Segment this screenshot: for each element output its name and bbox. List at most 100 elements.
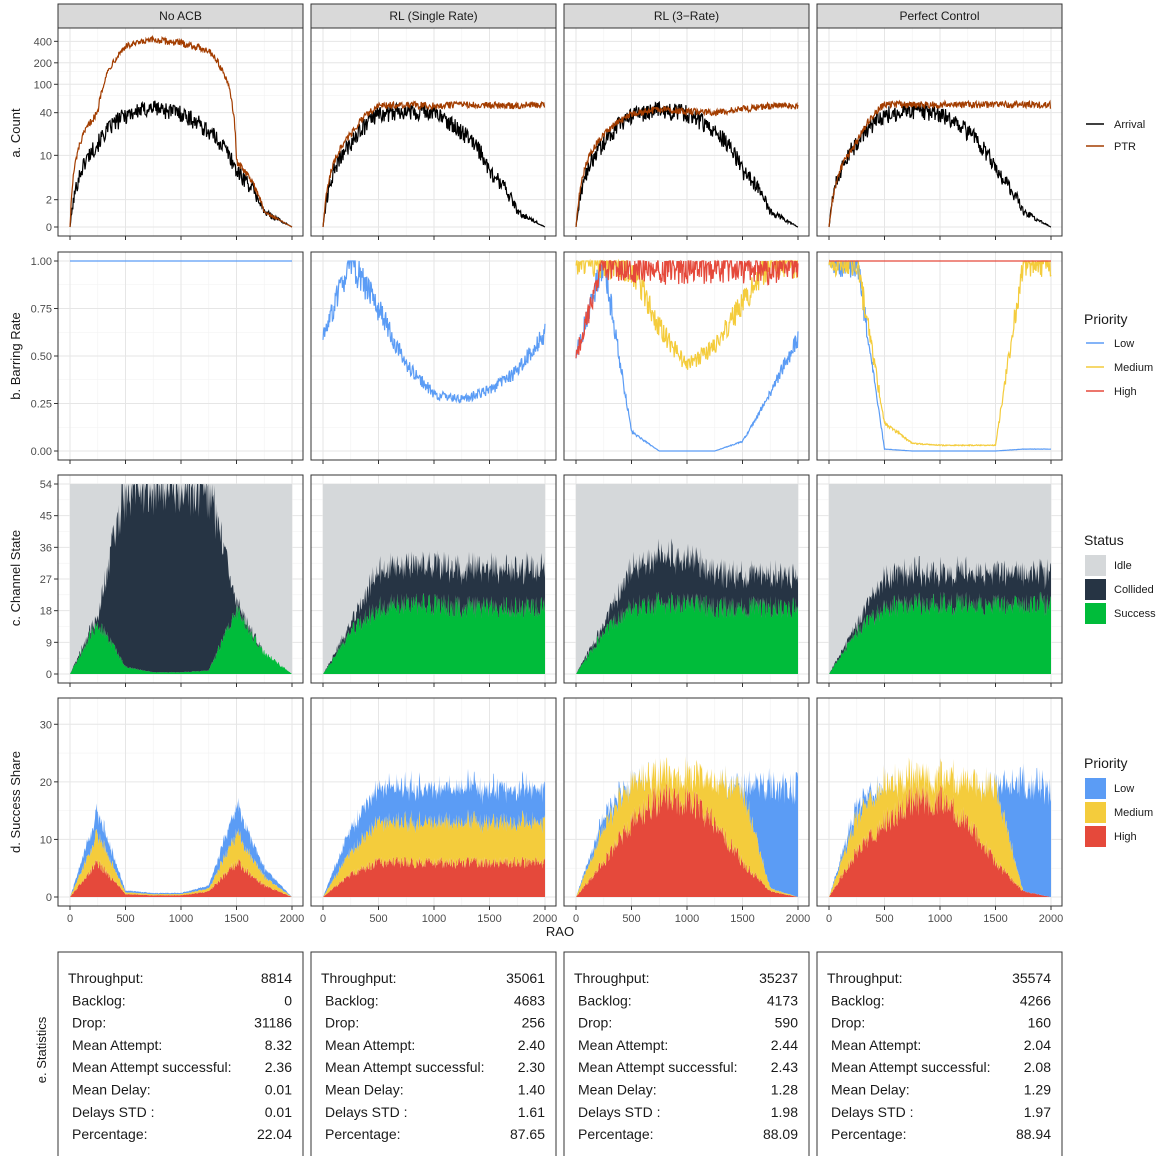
legend-label: Low [1114,783,1134,795]
stat-label: Delays STD : [831,1104,913,1120]
stat-label: Delays STD : [72,1104,154,1120]
stat-label: Mean Attempt: [325,1037,415,1053]
x-tick-label: 500 [622,913,640,925]
x-tick-label: 1000 [169,913,193,925]
y-tick-label: 0 [46,669,52,681]
legend-label: Medium [1114,807,1153,819]
area-low [576,756,798,897]
stat-value: 8814 [261,970,292,986]
stat-label: Backlog: [72,992,126,1008]
stat-value: 2.08 [1024,1059,1051,1075]
axes: 0 500 1000 1500 2000 0 500 1000 1500 2000 0 500 1000… [31,36,1064,925]
area-medium [576,756,798,897]
legend-label: Medium [1114,362,1153,374]
facet-strips: No ACB RL (Single Rate) RL (3−Rate) Perfect… [57,3,1063,29]
y-tick-label: 0.75 [31,304,52,316]
area-low [323,768,545,897]
legend-key-medium [1085,802,1106,823]
area-collided [323,550,545,674]
y-tick-label: 2 [46,195,52,207]
stat-value: 1.98 [771,1104,798,1120]
stat-value: 2.04 [1024,1037,1051,1053]
stat-value: 2.43 [771,1059,798,1075]
legend-label: Success [1114,608,1156,620]
stat-label: Backlog: [325,992,379,1008]
statistics-box [563,951,810,1156]
barring-line-low [322,260,546,404]
stat-value: 1.40 [518,1082,545,1098]
stat-value: 160 [1028,1015,1052,1031]
y-tick-label: 20 [40,777,52,789]
x-tick-label: 2000 [280,913,304,925]
row-label-statistics: e. Statistics [34,1016,49,1083]
stat-label: Percentage: [578,1126,654,1142]
legend-key-low [1085,778,1106,799]
stat-value: 2.40 [518,1037,545,1053]
area-high [70,858,292,897]
legends: Arrival PTR Priority Low Medium High Status Idl… [1084,119,1156,847]
count-line-arrival [828,102,1052,228]
barring-line-low [575,260,799,452]
stat-label: Drop: [325,1015,359,1031]
stat-value: 0.01 [265,1082,292,1098]
stat-label: Percentage: [325,1126,401,1142]
stat-label: Percentage: [72,1126,148,1142]
statistics-box [816,951,1063,1156]
stat-label: Throughput: [574,970,650,986]
x-tick-label: 0 [573,913,579,925]
x-tick-label: 0 [320,913,326,925]
stat-value: 1.28 [771,1082,798,1098]
facet-strip [563,3,810,29]
stat-value: 22.04 [257,1126,292,1142]
area-high [576,782,798,897]
y-tick-label: 9 [46,637,52,649]
count-line-ptr [575,101,799,228]
area-success [576,591,798,674]
stat-value: 35237 [759,970,798,986]
data-layer [69,34,1052,897]
stat-label: Mean Delay: [578,1082,657,1098]
legend-key-idle [1085,555,1106,576]
x-tick-label: 2000 [533,913,557,925]
barring-line-medium [828,259,1052,447]
area-success [829,591,1051,674]
y-tick-label: 0.25 [31,399,52,411]
legend-key-collided [1085,579,1106,600]
stat-label: Drop: [72,1015,106,1031]
area-collided [829,555,1051,674]
legend-key-high [1085,826,1106,847]
stat-value: 88.09 [763,1126,798,1142]
stat-label: Mean Attempt: [72,1037,162,1053]
x-tick-label: 500 [875,913,893,925]
area-medium [829,757,1051,897]
stat-value: 4266 [1020,992,1051,1008]
stat-value: 35574 [1012,970,1051,986]
facet-strip [57,3,304,29]
stat-value: 590 [775,1015,799,1031]
stat-label: Backlog: [831,992,885,1008]
legend-label: Arrival [1114,119,1145,131]
stat-value: 31186 [254,1015,292,1031]
stat-value: 88.94 [1016,1126,1051,1142]
count-line-ptr [322,100,546,228]
x-tick-label: 0 [67,913,73,925]
y-tick-label: 10 [40,150,52,162]
legend-label: Idle [1114,560,1132,572]
stat-label: Percentage: [831,1126,907,1142]
stat-value: 2.30 [518,1059,545,1075]
stat-label: Mean Attempt successful: [831,1059,991,1075]
count-line-ptr [69,34,293,228]
stat-value: 35061 [506,970,545,986]
area-medium [70,827,292,897]
count-line-arrival [575,100,799,228]
stat-label: Drop: [831,1015,865,1031]
stat-label: Mean Attempt successful: [578,1059,738,1075]
y-tick-label: 1.00 [31,256,52,268]
area-low [829,757,1051,897]
y-tick-label: 0 [46,222,52,234]
y-tick-label: 0 [46,892,52,904]
barring-line-high [575,259,799,359]
stat-label: Delays STD : [578,1104,660,1120]
legend-label: Collided [1114,584,1154,596]
